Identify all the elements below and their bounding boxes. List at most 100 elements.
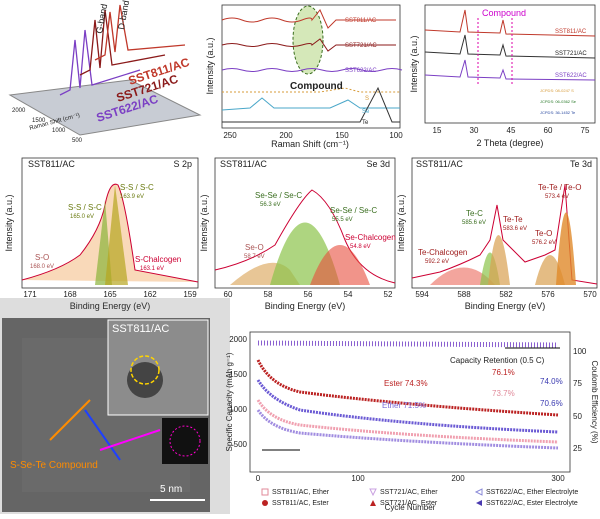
legend-label: SST622/AC, Ester Electrolyte (486, 500, 578, 507)
scale-label: 5 nm (160, 484, 182, 495)
tick-label: 576 (541, 290, 555, 299)
tick-label: 1000 (52, 128, 66, 134)
peak-label: 56.3 eV (260, 202, 281, 208)
capacity-points (256, 359, 559, 417)
tick-label: 162 (143, 290, 157, 299)
tick-label: 570 (583, 290, 597, 299)
tick-label: 300 (551, 474, 565, 483)
ring (169, 425, 201, 457)
tick-label: 2000 (229, 335, 247, 344)
plot-frame (221, 4, 401, 129)
peak-label: S-S / S-C (68, 203, 102, 212)
panel-title: S 2p (173, 159, 192, 169)
peak (556, 212, 576, 285)
annotation: Compound (482, 8, 526, 18)
tick-label: 100 (351, 474, 365, 483)
legend-label: SST721/AC, Ester (380, 500, 438, 507)
tick-label: 171 (23, 290, 37, 299)
spectrum (222, 87, 400, 93)
tick-label: 52 (384, 290, 393, 299)
highlight (130, 355, 160, 385)
axis-label: Binding Energy (eV) (465, 301, 546, 311)
waterfall-panel: G-band D-band SST811/AC SST721/AC SST622… (8, 0, 202, 144)
peak-label: 163.9 eV (120, 194, 144, 200)
spectrum (221, 68, 403, 72)
peak-label: 583.6 eV (503, 226, 527, 232)
series-label: SST622/AC (345, 68, 377, 74)
peak (105, 185, 128, 285)
lattice-marker (84, 409, 121, 461)
tem-panel: SST811/AC S-Se-Te Compound 5 nm (0, 298, 230, 519)
tick-label: 56 (304, 290, 313, 299)
tick-label: 60 (544, 126, 553, 135)
xrd-panel: Compound SST811/AC SST721/AC SST622/AC J… (409, 4, 596, 148)
spectrum (222, 86, 400, 123)
panel-title: Se 3d (366, 159, 390, 169)
spectrum (424, 9, 596, 37)
legend-marker (369, 488, 377, 497)
peak-label: Se-Se / Se-C (330, 206, 377, 215)
peak-label: S-S / S-C (120, 183, 154, 192)
tick-label: 1500 (32, 118, 46, 124)
peak-label: Se-Se / Se-C (255, 191, 302, 200)
legend-label: SST622/AC, Ether Electrolyte (486, 489, 578, 496)
tick-label: 25 (573, 444, 582, 453)
fit-curve (21, 183, 199, 283)
peak-label: Te-Te (503, 215, 523, 224)
s2p-panel: SST811/AC S 2p S-S / S-C 163.9 eV S-S / … (4, 157, 199, 311)
series-label: SST811/AC (345, 18, 377, 24)
tick-label: 45 (507, 126, 516, 135)
peak-label: S-Chalcogen (135, 255, 181, 264)
te3d-panel: SST811/AC Te 3d Te-Te / Te-O 573.4 eV Te… (396, 157, 598, 311)
plot-frame (21, 157, 199, 289)
tick-label: 0 (256, 474, 261, 483)
saed-inset (162, 418, 208, 464)
tick-label: 250 (223, 131, 237, 140)
se3d-panel: SST811/AC Se 3d Se-Se / Se-C 56.3 eV Se-… (199, 157, 396, 311)
tick-label: 588 (457, 290, 471, 299)
peak-label: 54.8 eV (350, 244, 371, 250)
legend-marker (370, 500, 376, 506)
legend-marker (261, 488, 269, 496)
legend-marker (474, 488, 483, 496)
highlight (292, 5, 324, 75)
peak-label: Te-Te / Te-O (538, 183, 581, 192)
spectrum (424, 59, 596, 81)
peak-label: 163.1 eV (140, 266, 164, 272)
ref-label: Te (362, 120, 369, 126)
ref-label: JCPDS: 36-1452 Te (540, 110, 576, 115)
plot-frame (424, 4, 596, 124)
tick-label: 2000 (12, 108, 26, 114)
tick-label: 165 (103, 290, 117, 299)
ref-label: Se (362, 109, 370, 115)
tick-label: 75 (581, 126, 590, 135)
tick-label: 500 (234, 440, 248, 449)
fit-curve (411, 184, 598, 285)
annotation: 74.0% (540, 377, 563, 386)
tick-label: 60 (224, 290, 233, 299)
annotation: 76.1% (492, 368, 515, 377)
inset-image (107, 319, 209, 416)
plot-frame (411, 157, 598, 289)
spectrum (79, 9, 166, 76)
legend-label: SST721/AC, Ether (380, 489, 438, 496)
tick-label: 30 (470, 126, 479, 135)
capacity-points (256, 399, 559, 444)
tick-label: 100 (389, 131, 403, 140)
axis-label: Binding Energy (eV) (70, 301, 151, 311)
peak-label: Te-C (466, 209, 483, 218)
tick-label: 500 (72, 138, 83, 144)
capacity-points (256, 379, 559, 434)
tick-label: 75 (573, 379, 582, 388)
peak (310, 245, 370, 285)
annotation: Ether 71.5% (382, 401, 426, 410)
tick-label: 50 (573, 412, 582, 421)
cycling-panel: Capacity Retention (0.5 C) Ester 74.3% E… (225, 331, 599, 512)
peak (430, 267, 495, 285)
axis-label: Cycle Number (385, 503, 436, 512)
sample-label: SST811/AC (112, 323, 169, 335)
legend-label: SST811/AC, Ether (272, 489, 330, 496)
spectrum (221, 38, 396, 52)
texture (0, 298, 230, 519)
peak-label: 592.2 eV (425, 259, 449, 265)
